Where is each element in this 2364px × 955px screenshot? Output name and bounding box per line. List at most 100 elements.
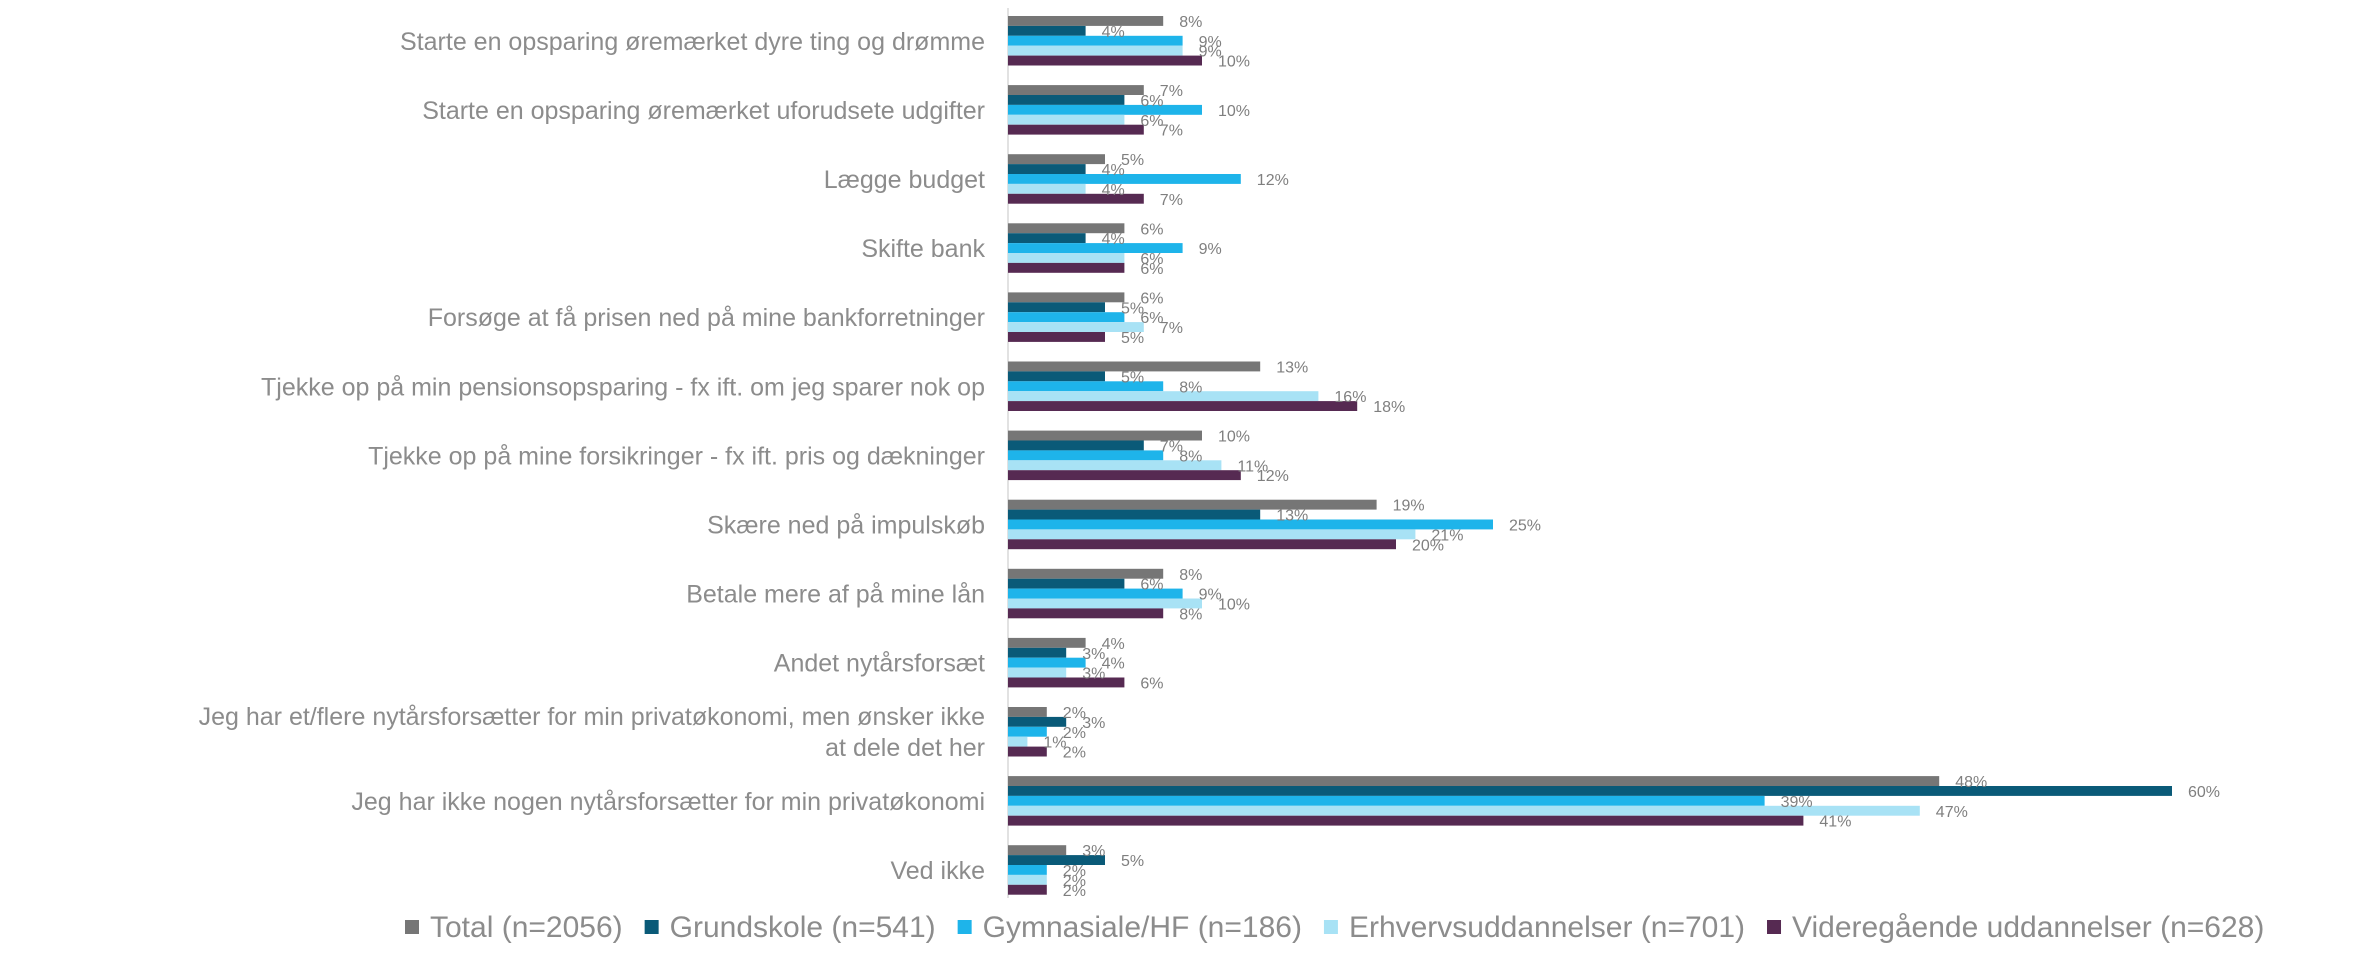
bar-grundskole <box>1008 164 1086 174</box>
value-label: 2% <box>1063 873 1086 890</box>
bar-erhvervsuddannelser <box>1008 460 1222 471</box>
bar-gymnasiale-hf <box>1008 312 1125 323</box>
bar-grundskole <box>1008 786 2172 796</box>
bar-grundskole <box>1008 578 1125 589</box>
bar-gymnasiale-hf <box>1008 381 1164 392</box>
value-label: 2% <box>1063 745 1086 762</box>
bar-gymnasiale-hf <box>1008 450 1164 461</box>
value-label: 39% <box>1781 794 1813 811</box>
value-label: 4% <box>1102 24 1125 41</box>
category-labels: Starte en opsparing øremærket dyre ting … <box>199 28 986 885</box>
value-label: 5% <box>1121 300 1144 317</box>
bar-erhvervsuddannelser <box>1008 736 1028 747</box>
bar-videreg-ende-uddannelser <box>1008 193 1144 204</box>
value-label: 20% <box>1412 537 1444 554</box>
bar-total <box>1008 637 1086 648</box>
bars-group <box>1008 16 2172 895</box>
value-label: 7% <box>1160 123 1183 140</box>
bar-gymnasiale-hf <box>1008 104 1202 115</box>
value-label: 6% <box>1140 221 1163 238</box>
value-label: 5% <box>1121 330 1144 347</box>
value-labels: 8%4%9%9%10%7%6%10%6%7%5%4%12%4%7%6%4%9%6… <box>1043 14 2220 900</box>
category-label: Skifte bank <box>861 235 985 263</box>
legend: Total (n=2056) Grundskole (n=541) Gymnasia… <box>405 911 2264 944</box>
value-label: 4% <box>1102 182 1125 199</box>
value-label: 9% <box>1199 241 1222 258</box>
value-label: 3% <box>1082 715 1105 732</box>
category-label: Tjekke op på mine forsikringer - fx ift.… <box>368 442 985 470</box>
value-label: 13% <box>1276 359 1308 376</box>
legend-entry: Total (n=2056) <box>430 911 623 944</box>
bar-erhvervsuddannelser <box>1008 253 1125 263</box>
value-label: 9% <box>1199 44 1222 61</box>
bar-gymnasiale-hf <box>1008 726 1047 737</box>
bar-erhvervsuddannelser <box>1008 529 1416 540</box>
bar-erhvervsuddannelser <box>1008 391 1319 402</box>
value-label: 9% <box>1199 34 1222 51</box>
value-label: 18% <box>1373 399 1405 416</box>
legend-entry: Gymnasiale/HF (n=186) <box>983 911 1302 944</box>
bar-gymnasiale-hf <box>1008 243 1183 253</box>
bar-gymnasiale-hf <box>1008 35 1183 46</box>
category-label: Starte en opsparing øremærket dyre ting … <box>400 28 985 56</box>
value-label: 8% <box>1179 14 1202 31</box>
bar-total <box>1008 16 1164 26</box>
legend-entry: Erhvervsuddannelser (n=701) <box>1349 911 1745 944</box>
bar-videreg-ende-uddannelser <box>1008 262 1125 273</box>
category-label: Andet nytårsforsæt <box>774 650 985 678</box>
bar-total <box>1008 845 1067 856</box>
value-label: 6% <box>1140 261 1163 278</box>
value-label: 6% <box>1140 310 1163 327</box>
bar-videreg-ende-uddannelser <box>1008 815 1804 826</box>
bar-videreg-ende-uddannelser <box>1008 401 1358 411</box>
bar-erhvervsuddannelser <box>1008 322 1144 332</box>
bar-erhvervsuddannelser <box>1008 114 1125 125</box>
legend-swatch <box>1323 920 1338 934</box>
bar-erhvervsuddannelser <box>1008 598 1202 609</box>
bar-grundskole <box>1008 233 1086 244</box>
category-label: Ved ikke <box>890 857 985 885</box>
bar-erhvervsuddannelser <box>1008 667 1067 678</box>
bar-total <box>1008 361 1261 372</box>
legend-entry: Videregående uddannelser (n=628) <box>1792 911 2264 944</box>
legend-swatch <box>644 920 659 934</box>
value-label: 2% <box>1063 705 1086 722</box>
bar-grundskole <box>1008 855 1105 865</box>
value-label: 7% <box>1160 320 1183 337</box>
bar-videreg-ende-uddannelser <box>1008 608 1164 619</box>
legend-swatch <box>957 920 972 934</box>
value-label: 47% <box>1936 804 1968 821</box>
value-label: 6% <box>1140 290 1163 307</box>
bar-total <box>1008 154 1105 165</box>
bar-grundskole <box>1008 25 1086 36</box>
value-label: 8% <box>1179 448 1202 465</box>
bar-erhvervsuddannelser <box>1008 45 1183 56</box>
value-label: 48% <box>1955 774 1987 791</box>
bar-total <box>1008 223 1125 234</box>
bar-videreg-ende-uddannelser <box>1008 746 1047 757</box>
bar-erhvervsuddannelser <box>1008 874 1047 885</box>
bar-gymnasiale-hf <box>1008 865 1047 875</box>
legend-swatch <box>405 920 419 934</box>
value-label: 19% <box>1393 498 1425 515</box>
value-label: 5% <box>1121 152 1144 169</box>
bar-videreg-ende-uddannelser <box>1008 884 1047 895</box>
bar-grundskole <box>1008 440 1144 451</box>
bar-grundskole <box>1008 647 1067 658</box>
bar-grundskole <box>1008 716 1067 727</box>
bar-videreg-ende-uddannelser <box>1008 677 1125 688</box>
value-label: 13% <box>1276 508 1308 525</box>
value-label: 25% <box>1509 517 1541 534</box>
category-label: Lægge budget <box>824 166 985 194</box>
value-label: 10% <box>1218 54 1250 71</box>
category-label: Betale mere af på mine lån <box>686 581 985 609</box>
bar-erhvervsuddannelser <box>1008 805 1920 816</box>
value-label: 6% <box>1140 251 1163 268</box>
bar-grundskole <box>1008 302 1105 313</box>
bar-total <box>1008 776 1940 786</box>
value-label: 7% <box>1160 438 1183 455</box>
value-label: 4% <box>1102 656 1125 673</box>
value-label: 1% <box>1043 735 1066 752</box>
value-label: 6% <box>1140 675 1163 692</box>
